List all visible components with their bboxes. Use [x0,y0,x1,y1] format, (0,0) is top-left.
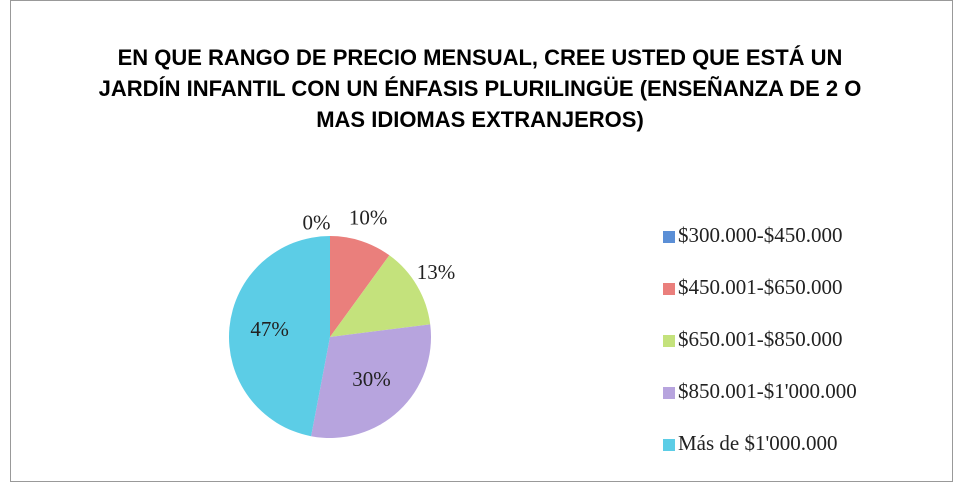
legend-swatch [663,439,675,451]
data-label: 0% [302,211,330,235]
legend-label: $850.001-$1'000.000 [678,379,857,403]
data-label: 30% [352,367,391,391]
pie-slice [330,236,390,337]
pie-slice [311,324,431,438]
legend-label: Más de $1'000.000 [678,431,838,455]
data-label: 10% [349,206,388,230]
legend-label: $300.000-$450.000 [678,223,843,247]
legend-swatch [663,335,675,347]
legend-swatch [663,283,675,295]
legend-swatch [663,387,675,399]
legend-swatch [663,231,675,243]
pie-slice [330,255,431,337]
legend-label: $450.001-$650.000 [678,275,843,299]
legend-label: $650.001-$850.000 [678,327,843,351]
data-label: 47% [250,317,289,341]
pie-slice [229,236,330,437]
data-label: 13% [417,260,456,284]
chart-title: EN QUE RANGO DE PRECIO MENSUAL, CREE UST… [98,45,862,132]
